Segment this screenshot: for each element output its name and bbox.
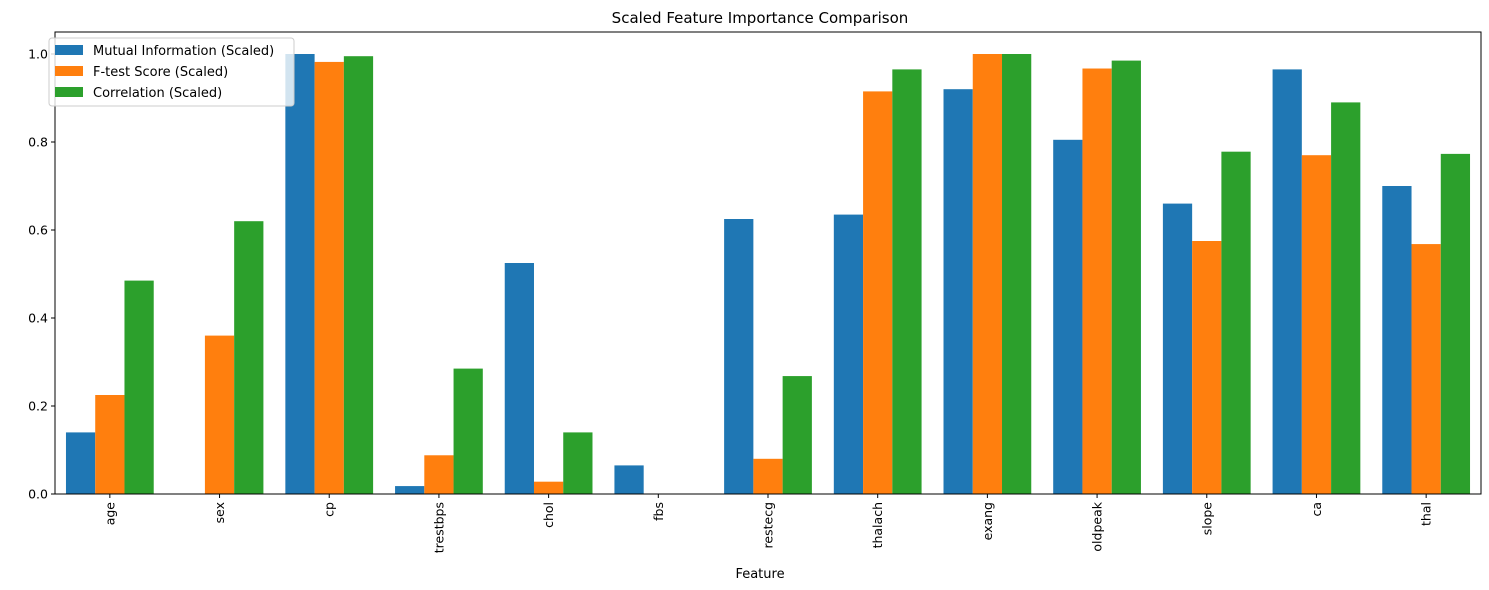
x-tick-label-restecg: restecg — [761, 502, 776, 548]
bar-slope-series-2 — [1221, 151, 1251, 494]
bar-age-series-1 — [95, 395, 125, 494]
x-tick-label-exang: exang — [980, 502, 995, 540]
legend-box — [48, 37, 295, 107]
legend-swatch-1 — [55, 66, 83, 76]
bar-thalach-series-2 — [892, 69, 922, 495]
y-tick-label: 0.2 — [28, 399, 48, 414]
legend-swatch-0 — [55, 45, 83, 55]
bar-cp-series-0 — [285, 54, 315, 494]
legend-swatch-2 — [55, 87, 83, 97]
x-tick-label-ca: ca — [1309, 502, 1324, 517]
x-tick-label-slope: slope — [1199, 502, 1214, 536]
x-tick-label-cp: cp — [322, 502, 337, 517]
bar-age-series-0 — [65, 432, 96, 494]
legend-label-0: Mutual Information (Scaled) — [93, 44, 274, 59]
bar-thal-series-0 — [1382, 186, 1412, 494]
bar-restecg-series-2 — [782, 376, 812, 494]
bar-slope-series-0 — [1162, 203, 1193, 494]
bar-ca-series-0 — [1272, 69, 1302, 495]
y-tick-label: 0.6 — [28, 223, 48, 238]
x-tick-label-fbs: fbs — [651, 502, 666, 521]
bar-trestbps-series-0 — [395, 486, 425, 494]
bar-ca-series-1 — [1301, 155, 1332, 494]
y-tick-label: 0.4 — [28, 311, 48, 326]
bar-trestbps-series-1 — [424, 455, 454, 494]
bar-thal-series-2 — [1440, 153, 1471, 494]
x-tick-label-sex: sex — [212, 502, 227, 523]
x-tick-label-trestbps: trestbps — [431, 502, 446, 553]
bar-ca-series-2 — [1331, 102, 1361, 495]
bar-chol-series-0 — [504, 263, 534, 494]
bar-chol-series-2 — [563, 432, 593, 494]
bar-oldpeak-series-0 — [1053, 139, 1083, 495]
legend-label-1: F-test Score (Scaled) — [93, 65, 228, 80]
bar-thalach-series-1 — [863, 91, 893, 495]
bar-chol-series-1 — [533, 481, 564, 494]
bar-thalach-series-0 — [833, 214, 864, 494]
bar-slope-series-1 — [1192, 241, 1222, 494]
x-tick-label-age: age — [102, 502, 117, 526]
bar-exang-series-1 — [972, 54, 1003, 494]
bar-age-series-2 — [124, 280, 154, 494]
bar-cp-series-1 — [314, 61, 344, 495]
bar-restecg-series-1 — [753, 458, 783, 494]
x-tick-label-oldpeak: oldpeak — [1090, 501, 1105, 551]
bar-sex-series-1 — [204, 335, 235, 494]
x-axis-label: Feature — [735, 567, 784, 582]
bar-exang-series-2 — [1002, 54, 1032, 494]
x-tick-label-chol: chol — [541, 502, 556, 528]
x-tick-label-thalach: thalach — [870, 502, 885, 548]
y-tick-label: 0.0 — [28, 487, 48, 502]
bar-oldpeak-series-1 — [1082, 68, 1112, 495]
bar-thal-series-1 — [1411, 244, 1441, 494]
bar-fbs-series-0 — [614, 465, 644, 494]
y-tick-label: 0.8 — [28, 135, 48, 150]
bar-exang-series-0 — [943, 89, 973, 494]
bar-oldpeak-series-2 — [1111, 60, 1141, 494]
bar-sex-series-2 — [234, 221, 264, 494]
bar-restecg-series-0 — [724, 219, 754, 494]
plot-area: 0.0 0.2 0.4 0.6 0.8 1.0 age sex cp trestbps chol fb… — [28, 31, 1482, 553]
y-tick-label: 1.0 — [28, 47, 48, 62]
x-tick-label-thal: thal — [1419, 502, 1434, 526]
legend-label-2: Correlation (Scaled) — [93, 86, 222, 101]
chart-title: Scaled Feature Importance Comparison — [612, 9, 909, 27]
bar-trestbps-series-2 — [453, 368, 483, 494]
legend: Mutual Information (Scaled) F-test Score … — [48, 37, 295, 107]
bar-cp-series-2 — [343, 56, 374, 494]
